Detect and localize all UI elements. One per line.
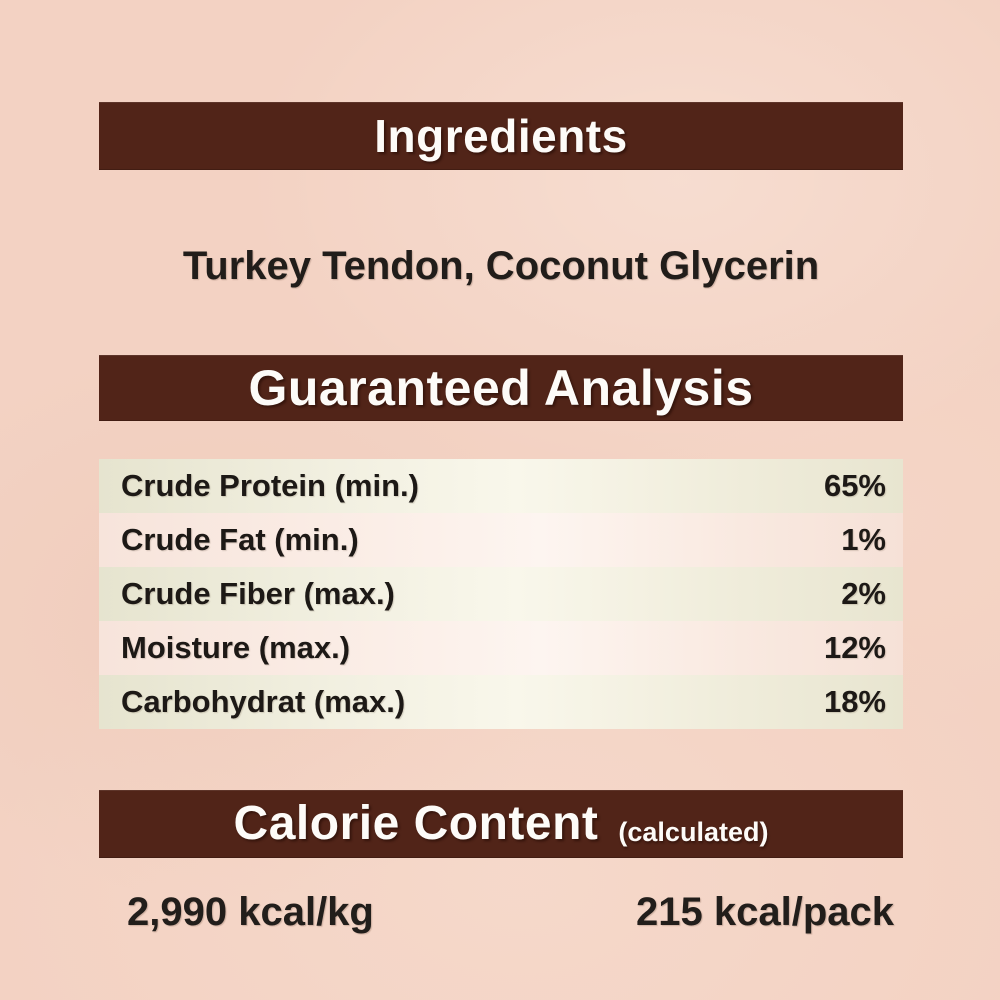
calorie-content-title-row: Calorie Content (calculated)	[234, 800, 769, 848]
row-value: 2%	[841, 576, 886, 611]
kcal-per-pack-value: 215 kcal/pack	[636, 889, 894, 934]
guaranteed-analysis-banner: Guaranteed Analysis	[99, 355, 903, 421]
table-row: Moisture (max.) 12%	[99, 621, 903, 675]
ingredients-banner: Ingredients	[99, 102, 903, 170]
kcal-per-kg-value: 2,990 kcal/kg	[127, 889, 374, 934]
ingredients-title: Ingredients	[374, 110, 628, 162]
calorie-content-subtitle: (calculated)	[618, 817, 769, 847]
ingredients-list: Turkey Tendon, Coconut Glycerin	[182, 243, 820, 288]
row-label: Crude Protein (min.)	[121, 468, 419, 503]
guaranteed-analysis-table: Crude Protein (min.) 65% Crude Fat (min.…	[99, 459, 903, 729]
row-label: Carbohydrat (max.)	[121, 684, 406, 719]
guaranteed-analysis-title: Guaranteed Analysis	[248, 360, 754, 416]
row-label: Crude Fiber (max.)	[121, 576, 395, 611]
table-row: Crude Fat (min.) 1%	[99, 513, 903, 567]
row-value: 18%	[823, 684, 886, 719]
row-label: Crude Fat (min.)	[121, 522, 359, 557]
calorie-content-title: Calorie Content	[233, 797, 599, 850]
row-value: 12%	[823, 630, 886, 665]
row-label: Moisture (max.)	[121, 630, 351, 665]
row-value: 1%	[841, 522, 886, 557]
calorie-values-row: 2,990 kcal/kg 215 kcal/pack	[99, 884, 903, 940]
table-row: Carbohydrat (max.) 18%	[99, 675, 903, 729]
table-row: Crude Protein (min.) 65%	[99, 459, 903, 513]
table-row: Crude Fiber (max.) 2%	[99, 567, 903, 621]
row-value: 65%	[823, 468, 886, 503]
calorie-content-banner: Calorie Content (calculated)	[99, 790, 903, 858]
